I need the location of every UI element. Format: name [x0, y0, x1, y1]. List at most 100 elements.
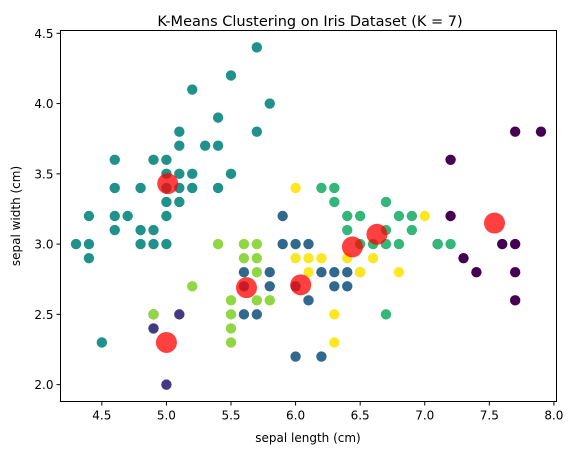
- data-point-cluster-1: [174, 309, 185, 320]
- x-tick-label: 6.5: [351, 409, 370, 423]
- centroid-marker: [366, 223, 388, 245]
- x-axis-label: sepal length (cm): [255, 431, 360, 445]
- data-point-cluster-2: [277, 238, 288, 250]
- centroid-marker: [341, 236, 363, 258]
- data-point-cluster-5: [225, 323, 237, 334]
- data-point-cluster-6: [419, 210, 430, 222]
- data-point-cluster-3: [174, 196, 185, 208]
- data-point-cluster-0: [471, 267, 482, 278]
- y-tick-label: 4.0: [34, 97, 53, 111]
- data-point-cluster-3: [161, 238, 172, 250]
- centroid-marker: [155, 331, 177, 353]
- data-point-cluster-5: [251, 252, 263, 264]
- x-tick-label: 7.0: [415, 409, 434, 423]
- data-point-cluster-3: [174, 168, 185, 180]
- data-point-cluster-5: [251, 295, 263, 306]
- x-tick-label: 4.5: [92, 409, 111, 423]
- data-point-cluster-4: [380, 196, 392, 208]
- data-point-cluster-3: [109, 182, 120, 194]
- data-point-cluster-4: [432, 238, 443, 250]
- data-point-cluster-5: [148, 309, 159, 320]
- data-point-cluster-6: [367, 252, 379, 264]
- data-point-cluster-3: [212, 112, 224, 123]
- data-point-cluster-5: [225, 337, 237, 348]
- centroid-marker: [157, 173, 179, 195]
- axes: 4.5 5.0 5.5 6.0 6.5 7.0 7.5 8.0 2.0 2.5 3.0 3.5 4.0 4…: [34, 27, 563, 423]
- data-point-cluster-3: [135, 224, 146, 236]
- data-point-cluster-0: [535, 126, 547, 137]
- data-point-cluster-4: [393, 210, 405, 222]
- x-tick-label: 7.5: [480, 409, 499, 423]
- x-tick-label: 8.0: [544, 409, 563, 423]
- data-point-cluster-3: [83, 210, 95, 222]
- data-point-cluster-6: [303, 252, 314, 264]
- data-point-cluster-4: [342, 224, 353, 236]
- data-point-cluster-3: [161, 196, 172, 208]
- data-point-cluster-6: [290, 182, 301, 194]
- data-point-cluster-5: [238, 238, 250, 250]
- data-point-cluster-2: [277, 210, 288, 222]
- data-point-cluster-3: [174, 126, 185, 137]
- data-point-cluster-3: [148, 154, 159, 165]
- data-point-cluster-2: [329, 281, 340, 292]
- data-point-cluster-6: [329, 309, 340, 320]
- data-point-cluster-2: [316, 267, 327, 278]
- y-tick-label: 4.5: [34, 27, 53, 41]
- data-point-cluster-6: [303, 267, 314, 278]
- data-point-cluster-1: [148, 323, 159, 334]
- data-point-cluster-2: [251, 309, 263, 320]
- data-point-cluster-2: [290, 238, 301, 250]
- centroid-marker: [290, 274, 312, 296]
- data-point-cluster-6: [354, 267, 366, 278]
- data-point-cluster-4: [380, 309, 392, 320]
- data-point-cluster-2: [238, 309, 250, 320]
- data-point-cluster-4: [445, 238, 456, 250]
- data-point-cluster-4: [393, 238, 405, 250]
- data-point-cluster-3: [161, 210, 172, 222]
- data-point-cluster-0: [445, 210, 456, 222]
- data-point-cluster-2: [303, 238, 314, 250]
- data-point-cluster-3: [83, 238, 95, 250]
- data-point-cluster-2: [303, 295, 314, 306]
- data-point-cluster-4: [406, 210, 418, 222]
- data-point-cluster-2: [238, 267, 250, 278]
- data-point-cluster-3: [135, 238, 146, 250]
- data-point-cluster-2: [342, 281, 353, 292]
- data-point-cluster-4: [406, 224, 418, 236]
- chart-title: K-Means Clustering on Iris Dataset (K = …: [157, 14, 462, 30]
- data-point-cluster-3: [187, 182, 198, 194]
- data-point-cluster-3: [148, 238, 159, 250]
- data-point-cluster-3: [70, 238, 82, 250]
- data-point-cluster-6: [290, 252, 301, 264]
- data-point-cluster-3: [187, 168, 198, 180]
- data-point-cluster-5: [251, 238, 263, 250]
- centroid-marker: [236, 277, 257, 299]
- plot-frame: [60, 30, 557, 402]
- data-point-cluster-5: [251, 267, 263, 278]
- data-point-cluster-5: [225, 295, 237, 306]
- data-point-cluster-1: [161, 379, 172, 390]
- data-point-cluster-4: [329, 196, 340, 208]
- data-point-cluster-3: [109, 154, 120, 165]
- x-tick-label: 5.5: [221, 409, 240, 423]
- data-point-cluster-6: [329, 337, 340, 348]
- data-point-cluster-0: [509, 267, 521, 278]
- data-point-cluster-0: [458, 252, 469, 264]
- data-point-cluster-3: [251, 126, 263, 137]
- y-axis-label: sepal width (cm): [9, 166, 23, 266]
- data-point-cluster-5: [225, 309, 237, 320]
- plot-area: [70, 42, 547, 390]
- data-point-cluster-3: [83, 252, 95, 264]
- x-tick-label: 5.0: [157, 409, 176, 423]
- y-tick-label: 3.0: [34, 238, 53, 252]
- centroid-marker: [484, 212, 505, 234]
- data-point-cluster-6: [316, 252, 327, 264]
- data-point-cluster-3: [122, 210, 133, 222]
- data-point-cluster-2: [264, 281, 275, 292]
- data-point-cluster-3: [251, 42, 263, 53]
- data-point-cluster-3: [225, 70, 237, 81]
- data-point-cluster-4: [316, 182, 327, 194]
- data-point-cluster-3: [174, 140, 185, 151]
- data-point-cluster-5: [238, 252, 250, 264]
